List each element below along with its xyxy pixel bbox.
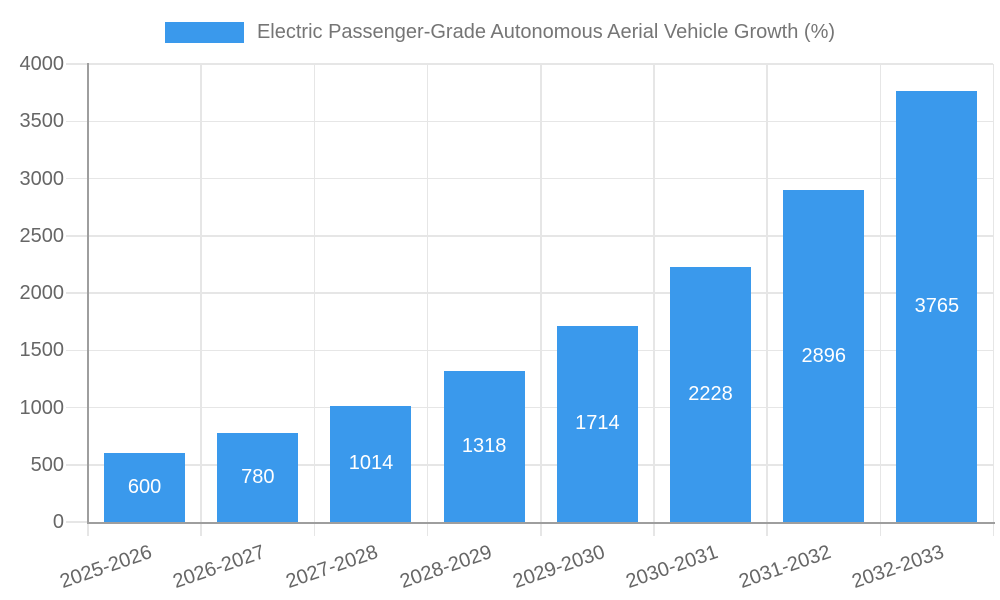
x-axis-tick-label: 2025-2026 [57, 541, 155, 593]
x-axis-tick-label: 2032-2033 [849, 541, 948, 593]
y-axis-tick-label: 2000 [19, 282, 65, 304]
y-axis-tick [66, 292, 87, 294]
bar-2028-2029[interactable]: 1318 [443, 371, 525, 522]
bar-2030-2031[interactable]: 2228 [670, 266, 752, 522]
x-axis-tick [200, 523, 202, 536]
y-axis-tick [66, 177, 87, 180]
y-axis-tick [66, 406, 87, 409]
y-axis-tick-label: 0 [52, 511, 64, 533]
bar-value-label: 1014 [348, 452, 394, 475]
x-axis-tick [879, 523, 882, 536]
x-axis-tick [87, 523, 89, 536]
gridline-vertical [992, 64, 995, 522]
y-axis-tick [66, 464, 87, 466]
y-axis-tick [66, 349, 87, 351]
legend-label: Electric Passenger-Grade Autonomous Aeri… [256, 20, 836, 43]
y-axis-tick [66, 521, 87, 523]
bar-value-label: 3765 [914, 294, 960, 317]
gridline-vertical [200, 64, 202, 522]
gridline-vertical [766, 64, 768, 522]
x-axis-tick [540, 523, 542, 536]
bar-value-label: 600 [127, 476, 162, 499]
bar-2032-2033[interactable]: 3765 [896, 90, 978, 522]
bar-value-label: 1714 [575, 412, 620, 435]
x-axis-tick [653, 523, 655, 536]
x-axis-tick [426, 523, 429, 536]
y-axis-tick-label: 4000 [19, 53, 65, 75]
y-axis-tick-label: 500 [30, 453, 64, 476]
bar-2025-2026[interactable]: 600 [104, 453, 186, 522]
x-axis-tick [313, 523, 316, 536]
bar-2031-2032[interactable]: 2896 [783, 190, 865, 522]
x-axis-tick-label: 2030-2031 [623, 541, 721, 593]
x-axis-tick-label: 2027-2028 [283, 541, 382, 593]
y-axis-tick [66, 63, 87, 65]
y-axis-tick [66, 235, 87, 237]
y-axis-tick [66, 120, 87, 122]
gridline-vertical [653, 64, 655, 522]
bar-value-label: 2896 [801, 344, 846, 367]
gridline-vertical [426, 64, 429, 522]
y-axis-tick-label: 2500 [19, 224, 65, 247]
gridline-vertical [540, 64, 542, 522]
bar-value-label: 780 [241, 465, 275, 488]
y-axis-line [87, 63, 89, 523]
y-axis-tick-label: 1000 [19, 396, 65, 419]
bar-2029-2030[interactable]: 1714 [556, 325, 638, 522]
gridline-vertical [879, 64, 882, 522]
legend-swatch [164, 21, 244, 43]
bar-value-label: 1318 [461, 435, 507, 458]
x-axis-tick [766, 523, 768, 536]
x-axis-tick-label: 2028-2029 [396, 541, 495, 593]
y-axis-tick-label: 1500 [19, 339, 65, 362]
legend[interactable]: Electric Passenger-Grade Autonomous Aeri… [0, 19, 1000, 45]
x-axis-tick-label: 2026-2027 [170, 541, 268, 593]
bar-2027-2028[interactable]: 1014 [330, 405, 412, 522]
x-axis-tick [992, 523, 995, 536]
y-axis-tick-label: 3000 [19, 167, 65, 190]
bar-value-label: 2228 [688, 382, 733, 405]
gridline-vertical [313, 64, 316, 522]
x-axis-tick-label: 2029-2030 [509, 541, 608, 593]
x-axis-tick-label: 2031-2032 [736, 541, 834, 593]
y-axis-tick-label: 3500 [19, 110, 65, 133]
x-axis-line [87, 521, 995, 524]
bar-2026-2027[interactable]: 780 [217, 432, 299, 522]
